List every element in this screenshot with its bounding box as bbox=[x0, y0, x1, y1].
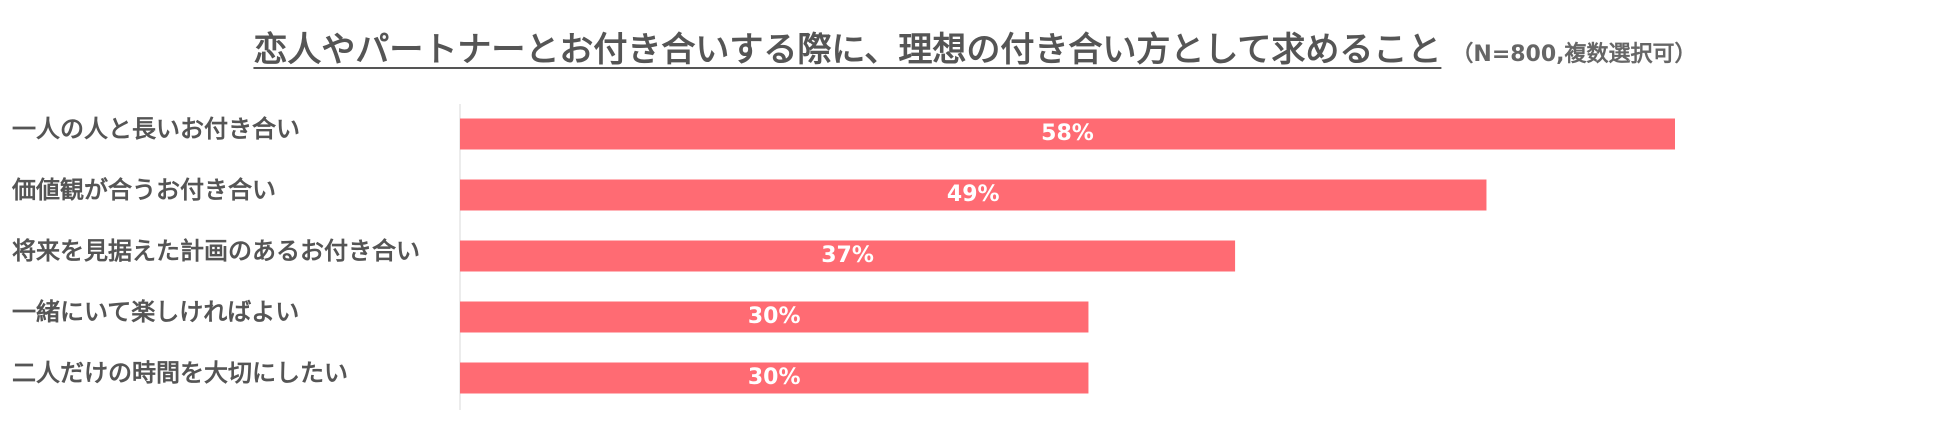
bar-value-label: 37% bbox=[821, 243, 874, 268]
bar bbox=[460, 118, 1675, 150]
bar bbox=[460, 362, 1089, 394]
category-label: 価値観が合うお付き合い bbox=[11, 176, 276, 204]
bar bbox=[460, 179, 1487, 211]
bar-value-label: 30% bbox=[748, 365, 801, 390]
category-label: 二人だけの時間を大切にしたい bbox=[12, 359, 348, 387]
sample-note: （N=800,複数選択可） bbox=[1451, 42, 1697, 67]
chart-title: 恋人やパートナーとお付き合いする際に、理想の付き合い方として求めること bbox=[253, 30, 1442, 70]
bar bbox=[460, 240, 1236, 272]
category-label: 一緒にいて楽しければよい bbox=[12, 298, 299, 326]
chart-header: 恋人やパートナーとお付き合いする際に、理想の付き合い方として求めること （N=80… bbox=[0, 22, 1950, 71]
category-label: 将来を見据えた計画のあるお付き合い bbox=[12, 237, 420, 265]
category-label: 一人の人と長いお付き合い bbox=[12, 115, 300, 143]
bar-value-label: 49% bbox=[947, 182, 1000, 207]
bar-value-label: 30% bbox=[748, 304, 801, 329]
bar-value-label: 58% bbox=[1041, 121, 1094, 146]
bars-group: 一人の人と長いお付き合い 58% 価値観が合うお付き合い 49% 将来を見据えた計画のあ… bbox=[11, 115, 1675, 394]
bar bbox=[460, 301, 1089, 333]
